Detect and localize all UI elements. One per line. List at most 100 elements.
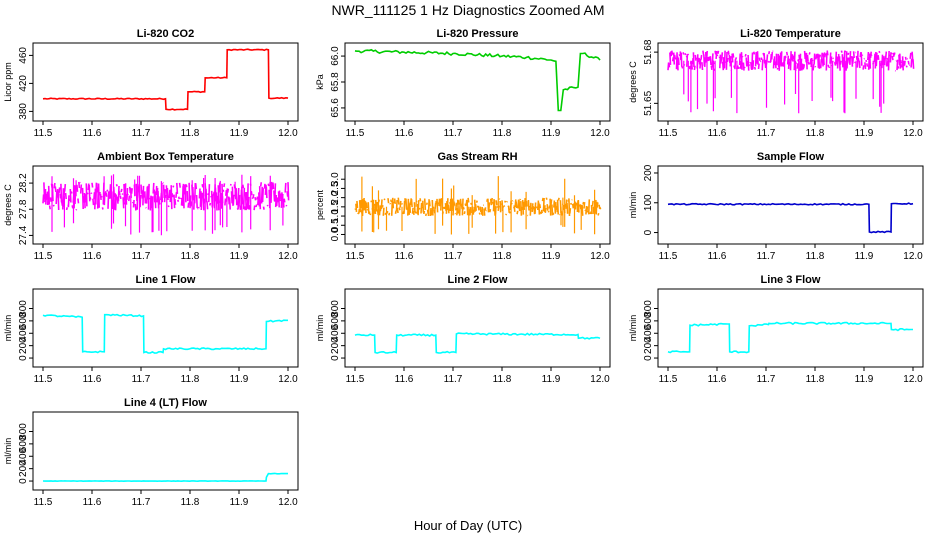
y-tick-label: 800 (643, 300, 654, 317)
y-tick-label: 1.5 (330, 199, 341, 213)
plot-frame (344, 288, 611, 368)
y-tick-label: 2.0 (330, 190, 341, 204)
y-tick-label: 400 (330, 324, 341, 341)
x-tick-label: 11.6 (83, 251, 102, 262)
x-tick-label: 11.7 (757, 251, 776, 262)
data-spikes (683, 60, 885, 114)
data-series (354, 48, 601, 112)
chart-panel: Sample Flow ml/min 11.5 11.6 11.7 11.8 11.9 12.… (628, 151, 924, 262)
data-points (354, 332, 601, 354)
y-tick-label: 420 (18, 75, 29, 92)
chart-panel: Li-820 CO2 Licor ppm 11.5 11.6 11.7 11.8 11.9 1… (3, 28, 299, 139)
chart-title: Ambient Box Temperature (97, 151, 234, 163)
plot-frame (32, 42, 299, 122)
x-tick-label: 11.5 (346, 128, 365, 139)
data-spikes (361, 176, 596, 235)
x-tick-label: 12.0 (903, 128, 923, 139)
x-tick-label: 11.9 (230, 128, 249, 139)
plot-frame (657, 288, 924, 368)
chart-panel: Line 1 Flow ml/min 11.5 11.6 11.7 11.8 11.9 12.… (3, 274, 299, 385)
data-series (667, 202, 914, 234)
y-tick-label: 0 (18, 355, 29, 361)
x-tick-label: 11.7 (757, 374, 776, 385)
x-tick-label: 11.9 (542, 374, 561, 385)
x-tick-label: 11.6 (708, 374, 727, 385)
x-tick-label: 11.6 (395, 251, 414, 262)
y-tick-label: 600 (330, 312, 341, 329)
chart-title: Li-820 Pressure (437, 28, 519, 40)
data-series (667, 50, 915, 72)
chart-title: Line 3 Flow (761, 274, 821, 286)
x-tick-label: 11.7 (444, 251, 463, 262)
x-tick-label: 11.5 (659, 374, 678, 385)
y-tick-label: 200 (18, 460, 29, 477)
plot-frame (344, 165, 611, 245)
x-tick-label: 12.0 (278, 128, 298, 139)
data-points (42, 313, 288, 354)
data-series (354, 332, 601, 354)
x-tick-label: 11.9 (855, 128, 874, 139)
y-axis-label: degrees C (3, 184, 13, 226)
x-tick-label: 11.7 (132, 497, 151, 508)
x-tick-label: 12.0 (590, 251, 610, 262)
chart-title: Line 4 (LT) Flow (124, 397, 207, 409)
x-tick-label: 11.6 (83, 128, 102, 139)
chart-panel: Line 4 (LT) Flow ml/min 11.5 11.6 11.7 11.8 11… (3, 397, 299, 508)
y-tick-label: 66.0 (330, 46, 341, 66)
y-tick-label: 600 (643, 312, 654, 329)
data-layer (354, 48, 601, 112)
x-tick-label: 11.5 (659, 251, 678, 262)
x-tick-label: 11.8 (493, 374, 512, 385)
chart-title: Line 2 Flow (448, 274, 508, 286)
data-series (42, 181, 290, 211)
data-points (354, 49, 601, 111)
y-tick-label: 600 (18, 435, 29, 452)
x-tick-label: 12.0 (278, 251, 298, 262)
x-tick-label: 11.5 (34, 251, 53, 262)
y-tick-label: 400 (18, 324, 29, 341)
chart-title: Gas Stream RH (437, 151, 517, 163)
plot-frame (32, 411, 299, 491)
x-tick-label: 11.5 (34, 128, 53, 139)
y-tick-label: 0.5 (330, 218, 341, 232)
y-tick-label: 0 (643, 229, 654, 235)
y-tick-label: 0 (18, 478, 29, 484)
y-tick-label: 400 (18, 447, 29, 464)
data-series (42, 48, 289, 111)
chart-title: Li-820 Temperature (740, 28, 841, 40)
y-tick-label: 27.4 (18, 225, 29, 245)
y-tick-label: 200 (330, 337, 341, 354)
y-axis-label: ml/min (315, 315, 325, 342)
chart-title: Li-820 CO2 (137, 28, 194, 40)
x-tick-label: 11.7 (444, 128, 463, 139)
x-tick-label: 11.7 (757, 128, 776, 139)
y-tick-label: 200 (643, 164, 654, 181)
plot-frame (32, 165, 299, 245)
y-tick-label: 65.6 (330, 98, 341, 118)
x-tick-label: 11.9 (855, 251, 874, 262)
x-tick-label: 11.9 (230, 251, 249, 262)
plot-frame (32, 288, 299, 368)
y-tick-label: 0.0 (330, 227, 341, 241)
y-tick-label: 200 (643, 337, 654, 354)
y-tick-label: 27.8 (18, 199, 29, 219)
page-x-axis-label: Hour of Day (UTC) (413, 518, 523, 533)
x-tick-label: 11.7 (444, 374, 463, 385)
x-tick-label: 11.8 (493, 128, 512, 139)
y-tick-label: 460 (18, 47, 29, 64)
data-layer (42, 472, 289, 483)
x-tick-label: 11.5 (659, 128, 678, 139)
x-tick-label: 11.6 (395, 128, 414, 139)
data-series (667, 321, 913, 354)
y-tick-label: 1.0 (330, 209, 341, 223)
data-layer (667, 202, 914, 234)
data-spikes (51, 174, 284, 236)
chart-panel: Ambient Box Temperature degrees C 11.5 11.6… (3, 151, 299, 262)
chart-title: Line 1 Flow (136, 274, 196, 286)
x-tick-label: 11.6 (708, 128, 727, 139)
y-axis-label: degrees C (628, 61, 638, 103)
y-tick-label: 600 (18, 312, 29, 329)
y-tick-label: 380 (18, 103, 29, 120)
y-tick-label: 51.68 (643, 39, 654, 64)
x-tick-label: 11.8 (806, 374, 825, 385)
